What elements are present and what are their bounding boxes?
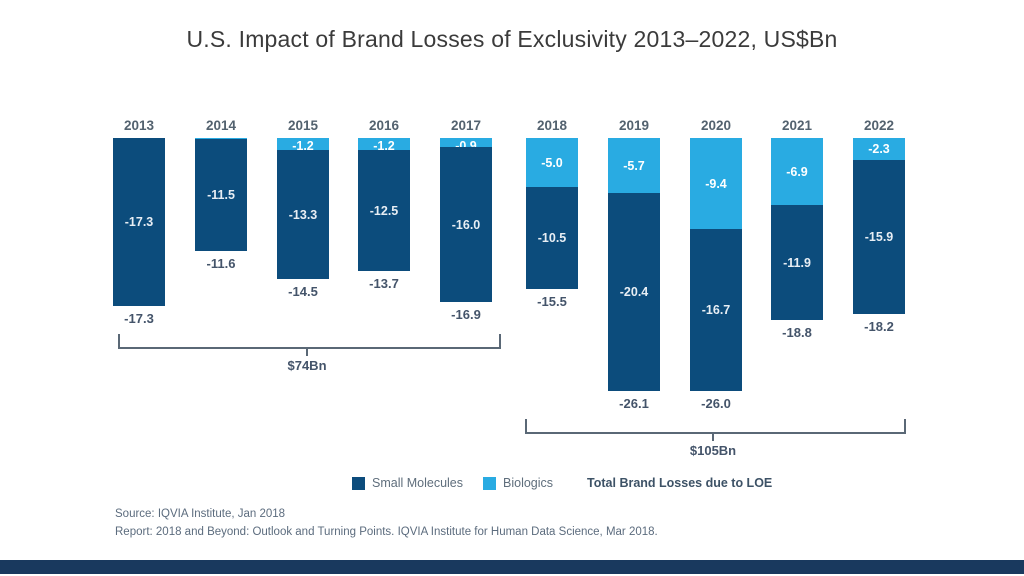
bar-total-label: -14.5 bbox=[288, 284, 318, 299]
bar-value-small-molecules: -20.4 bbox=[619, 285, 649, 299]
bar-segment-small-molecules: -15.9 bbox=[853, 160, 905, 314]
source-line: Source: IQVIA Institute, Jan 2018 bbox=[115, 508, 286, 520]
legend-item-biologics: Biologics bbox=[483, 476, 553, 490]
year-label: 2018 bbox=[536, 118, 568, 133]
legend-note-total-brand-losses: Total Brand Losses due to LOE bbox=[587, 476, 773, 490]
year-label: 2015 bbox=[287, 118, 319, 133]
bar-segment-small-molecules: -11.9 bbox=[771, 205, 823, 320]
bar-value-small-molecules: -13.3 bbox=[288, 207, 318, 222]
bar-segment-small-molecules: -16.7 bbox=[690, 229, 742, 391]
year-label: 2021 bbox=[781, 118, 813, 133]
bar-value-biologics: -1.2 bbox=[292, 139, 314, 153]
year-label: 2022 bbox=[863, 118, 895, 133]
bar-2015: -1.2 -13.3 bbox=[277, 138, 329, 279]
bar-value-small-molecules: -15.9 bbox=[864, 230, 894, 244]
bar-value-small-molecules: -16.0 bbox=[451, 217, 481, 232]
bar-segment-small-molecules: -13.3 bbox=[277, 150, 329, 279]
bar-segment-small-molecules: -16.0 bbox=[440, 147, 492, 302]
bar-segment-small-molecules: -20.4 bbox=[608, 193, 660, 391]
bar-value-small-molecules: -17.3 bbox=[124, 215, 154, 229]
group-bracket-2013-2017 bbox=[118, 334, 501, 349]
year-label: 2013 bbox=[123, 118, 155, 133]
report-line: Report: 2018 and Beyond: Outlook and Tur… bbox=[115, 526, 658, 538]
group-bracket-2013-2017-tick bbox=[306, 347, 308, 356]
legend-label: Small Molecules bbox=[372, 476, 464, 490]
bar-segment-biologics: -6.9 bbox=[771, 138, 823, 205]
bar-2019: -5.7 -20.4 bbox=[608, 138, 660, 391]
bar-value-small-molecules: -12.5 bbox=[369, 203, 399, 218]
legend-label: Biologics bbox=[503, 476, 554, 490]
bar-value-small-molecules: -10.5 bbox=[537, 231, 567, 245]
year-label: 2014 bbox=[205, 118, 237, 133]
source-block: Source: IQVIA Institute, Jan 2018 Report… bbox=[115, 505, 658, 541]
bar-value-biologics: -2.3 bbox=[868, 142, 890, 156]
bar-2022: -2.3 -15.9 bbox=[853, 138, 905, 314]
bar-value-small-molecules: -11.9 bbox=[783, 255, 811, 270]
bar-2021: -6.9 -11.9 bbox=[771, 138, 823, 320]
bar-total-label: -26.0 bbox=[701, 396, 731, 411]
bar-segment-small-molecules: -17.3 bbox=[113, 138, 165, 306]
year-label: 2017 bbox=[450, 118, 482, 133]
year-label: 2020 bbox=[700, 118, 732, 133]
bar-segment-small-molecules: -11.5 bbox=[195, 139, 247, 251]
legend-swatch-icon bbox=[483, 476, 497, 490]
group-total-label-105bn: $105Bn bbox=[689, 443, 737, 458]
bar-total-label: -18.2 bbox=[864, 319, 894, 334]
bar-total-label: -11.6 bbox=[206, 256, 236, 271]
legend-item-small-molecules: Small Molecules bbox=[352, 476, 463, 490]
bar-segment-biologics: -1.2 bbox=[277, 138, 329, 153]
bar-value-biologics: -5.7 bbox=[623, 158, 645, 173]
legend: Small Molecules Biologics Total Brand Loss… bbox=[352, 476, 772, 490]
bar-value-biologics: -5.0 bbox=[541, 155, 563, 170]
bar-2017: -0.9 -16.0 bbox=[440, 138, 492, 302]
group-bracket-2018-2022-tick bbox=[712, 432, 714, 441]
bar-value-biologics: -9.4 bbox=[705, 176, 727, 191]
bar-segment-biologics: -0.9 bbox=[440, 138, 492, 153]
bar-total-label: -16.9 bbox=[451, 307, 481, 322]
bar-2014: -0.1-11.5 bbox=[195, 138, 247, 251]
bar-value-small-molecules: -16.7 bbox=[701, 303, 731, 317]
bar-total-label: -15.5 bbox=[537, 294, 567, 309]
bar-2016: -1.2 -12.5 bbox=[358, 138, 410, 271]
chart-title: U.S. Impact of Brand Losses of Exclusivi… bbox=[186, 26, 838, 52]
bar-total-label: -18.8 bbox=[782, 325, 812, 340]
bar-segment-biologics: -2.3 bbox=[853, 138, 905, 160]
bar-2020: -9.4 -16.7 bbox=[690, 138, 742, 391]
bar-segment-small-molecules: -10.5 bbox=[526, 187, 578, 289]
year-label: 2019 bbox=[618, 118, 650, 133]
bar-total-label: -26.1 bbox=[619, 396, 649, 411]
bar-segment-biologics: -5.0 bbox=[526, 138, 578, 187]
bar-value-biologics: -6.9 bbox=[786, 164, 808, 179]
bar-2018: -5.0 -10.5 bbox=[526, 138, 578, 289]
bar-segment-biologics: -9.4 bbox=[690, 138, 742, 229]
group-total-label-74bn: $74Bn bbox=[287, 358, 327, 373]
bar-segment-biologics: -1.2 bbox=[358, 138, 410, 153]
bar-value-small-molecules: -11.5 bbox=[207, 188, 235, 202]
year-label: 2016 bbox=[368, 118, 400, 133]
footer-accent-bar bbox=[0, 560, 1024, 574]
bar-total-label: -13.7 bbox=[369, 276, 399, 291]
bar-total-label: -17.3 bbox=[124, 311, 154, 326]
bar-2013: -17.3 bbox=[113, 138, 165, 306]
group-bracket-2018-2022 bbox=[525, 419, 906, 434]
bar-segment-biologics: -5.7 bbox=[608, 138, 660, 193]
bar-value-biologics: -1.2 bbox=[373, 139, 395, 153]
legend-swatch-icon bbox=[352, 476, 365, 490]
bar-segment-small-molecules: -12.5 bbox=[358, 150, 410, 271]
